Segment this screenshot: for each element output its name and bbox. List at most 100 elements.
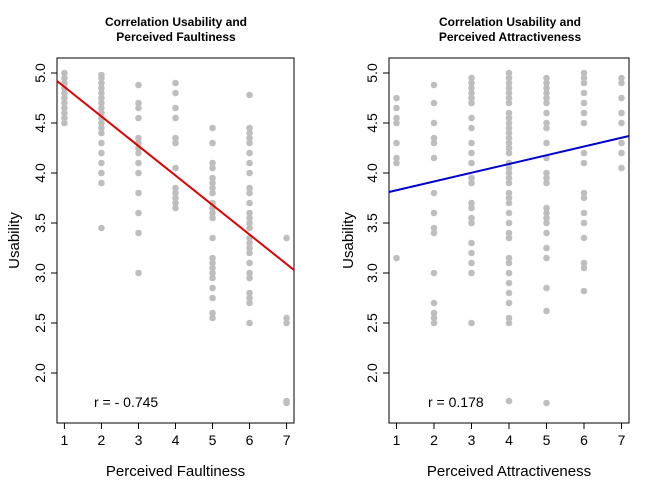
- data-point: [135, 229, 142, 237]
- chart-title-line-1: Correlation Usability and: [105, 15, 247, 29]
- data-point: [618, 139, 625, 147]
- data-point: [618, 74, 625, 82]
- data-point: [505, 149, 513, 157]
- data-point: [468, 259, 475, 267]
- data-point: [393, 159, 400, 167]
- data-point: [209, 209, 216, 217]
- attractiveness-panel: Correlation Usability and Perceived Attr…: [340, 15, 630, 480]
- data-point: [430, 139, 438, 147]
- data-point: [209, 179, 216, 187]
- x-tick-label: 3: [135, 432, 143, 448]
- data-point: [580, 69, 588, 77]
- data-point: [505, 139, 513, 147]
- data-point: [468, 89, 475, 97]
- data-point: [393, 254, 400, 262]
- data-point: [505, 74, 513, 82]
- data-point: [283, 399, 290, 407]
- data-point: [61, 104, 68, 112]
- data-point: [98, 99, 105, 107]
- data-point: [283, 319, 290, 327]
- data-point: [580, 234, 588, 242]
- data-point: [543, 229, 550, 237]
- data-point: [468, 204, 475, 212]
- data-point: [246, 239, 253, 247]
- data-point: [172, 139, 179, 147]
- data-point: [209, 214, 216, 222]
- data-point: [543, 399, 550, 407]
- data-point: [505, 314, 513, 322]
- data-point: [246, 269, 253, 277]
- data-point: [98, 169, 105, 177]
- data-point: [468, 94, 475, 102]
- data-point: [430, 309, 438, 317]
- data-point: [430, 229, 438, 237]
- data-point: [543, 284, 550, 292]
- data-point: [543, 214, 550, 222]
- data-point: [246, 129, 253, 137]
- data-point: [430, 99, 438, 107]
- data-point: [246, 169, 253, 177]
- data-point: [543, 99, 550, 107]
- x-tick-label: 7: [618, 432, 626, 448]
- data-point: [393, 114, 400, 122]
- data-point: [505, 84, 513, 92]
- data-point: [209, 174, 216, 182]
- data-point: [393, 139, 400, 147]
- data-point: [505, 269, 513, 277]
- data-point: [580, 74, 588, 82]
- data-point: [505, 69, 513, 77]
- data-point: [209, 139, 216, 147]
- data-point: [580, 259, 588, 267]
- data-point: [172, 89, 179, 97]
- data-point: [209, 274, 216, 282]
- data-point: [135, 209, 142, 217]
- data-point: [135, 269, 142, 277]
- data-point: [618, 79, 625, 87]
- data-point: [209, 259, 216, 267]
- data-point: [468, 99, 475, 107]
- data-point: [505, 124, 513, 132]
- y-tick-label: 2.0: [32, 363, 48, 383]
- data-point: [430, 269, 438, 277]
- data-point: [468, 199, 475, 207]
- data-point: [505, 219, 513, 227]
- x-tick-label: 2: [98, 432, 106, 448]
- data-point: [246, 299, 253, 307]
- data-point: [543, 307, 550, 315]
- data-point: [246, 259, 253, 267]
- data-point: [505, 289, 513, 297]
- data-point: [393, 104, 400, 112]
- x-tick-label: 1: [61, 432, 69, 448]
- data-point: [543, 244, 550, 252]
- x-axis-label: Perceived Faultiness: [106, 463, 245, 480]
- data-point: [580, 109, 588, 117]
- data-point: [135, 81, 142, 89]
- data-point: [98, 139, 105, 147]
- data-point: [246, 294, 253, 302]
- data-point: [246, 149, 253, 157]
- data-point: [246, 159, 253, 167]
- data-point: [580, 99, 588, 107]
- data-point: [430, 319, 438, 327]
- data-point: [430, 134, 438, 142]
- data-point: [505, 319, 513, 327]
- data-point: [61, 94, 68, 102]
- data-point: [172, 104, 179, 112]
- data-point: [246, 91, 253, 99]
- data-point: [209, 309, 216, 317]
- data-point: [209, 264, 216, 272]
- data-point: [468, 239, 475, 247]
- data-point: [468, 114, 475, 122]
- data-point: [505, 279, 513, 287]
- data-point: [430, 119, 438, 127]
- data-point: [468, 219, 475, 227]
- data-point: [543, 139, 550, 147]
- data-point: [580, 189, 588, 197]
- data-point: [246, 244, 253, 252]
- data-point: [505, 79, 513, 87]
- data-point: [468, 84, 475, 92]
- chart-title-line-2: Perceived Attractiveness: [439, 30, 582, 44]
- data-point: [246, 209, 253, 217]
- data-point: [135, 149, 142, 157]
- data-point: [505, 129, 513, 137]
